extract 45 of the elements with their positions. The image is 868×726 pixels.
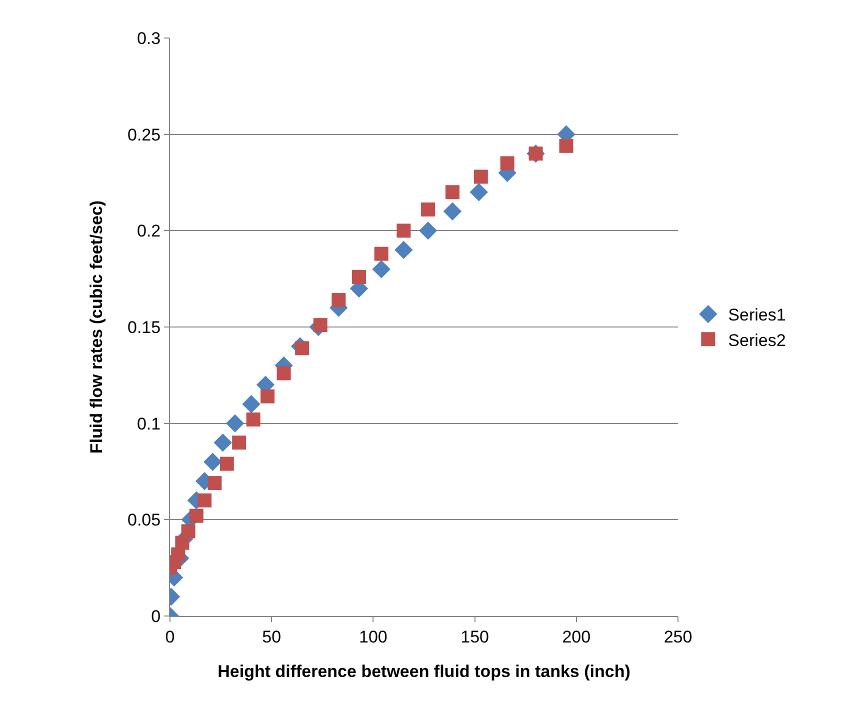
point: [260, 389, 275, 404]
point: [204, 452, 222, 471]
point: [226, 414, 244, 432]
point: [198, 493, 212, 508]
point: [372, 260, 390, 278]
y-tick-label: 0.3: [136, 28, 161, 48]
point: [246, 412, 260, 426]
x-tick-label: 200: [562, 627, 591, 646]
point: [374, 246, 388, 261]
point: [189, 508, 204, 523]
y-tick-label: 0.2: [136, 222, 161, 241]
x-tick-label: 0: [165, 627, 175, 646]
x-axis-title: Height difference between fluid tops in tanks (inch): [218, 662, 630, 681]
x-tick-label: 50: [262, 627, 282, 646]
x-tick-label: 250: [664, 627, 692, 646]
legend-label: Series2: [728, 330, 786, 350]
point: [232, 436, 246, 450]
point: [559, 138, 574, 153]
point: [175, 536, 190, 550]
point: [474, 170, 488, 184]
point: [396, 224, 411, 238]
point: [208, 476, 222, 490]
y-tick-label: 0.25: [128, 125, 161, 144]
point: [220, 456, 234, 471]
point: [181, 524, 196, 538]
y-tick-label: 0.05: [128, 510, 161, 530]
point: [421, 202, 436, 216]
y-tick-label: 0.15: [128, 318, 161, 337]
point: [214, 434, 232, 452]
point: [276, 366, 291, 380]
y-axis-title: Fluid flow rates (cubic feet/sec): [87, 200, 106, 454]
y-tick-label: 0: [151, 606, 161, 626]
point: [242, 394, 260, 414]
point: [443, 202, 462, 220]
point: [394, 240, 413, 260]
point: [470, 183, 488, 202]
x-tick-label: 150: [460, 627, 489, 646]
y-tick-label: 0.1: [136, 414, 161, 434]
point: [500, 156, 514, 170]
x-tick-label: 100: [359, 627, 388, 646]
legend-label: Series1: [728, 306, 786, 325]
point: [352, 270, 366, 284]
point: [445, 185, 460, 200]
point: [418, 222, 438, 240]
point: [332, 293, 346, 308]
